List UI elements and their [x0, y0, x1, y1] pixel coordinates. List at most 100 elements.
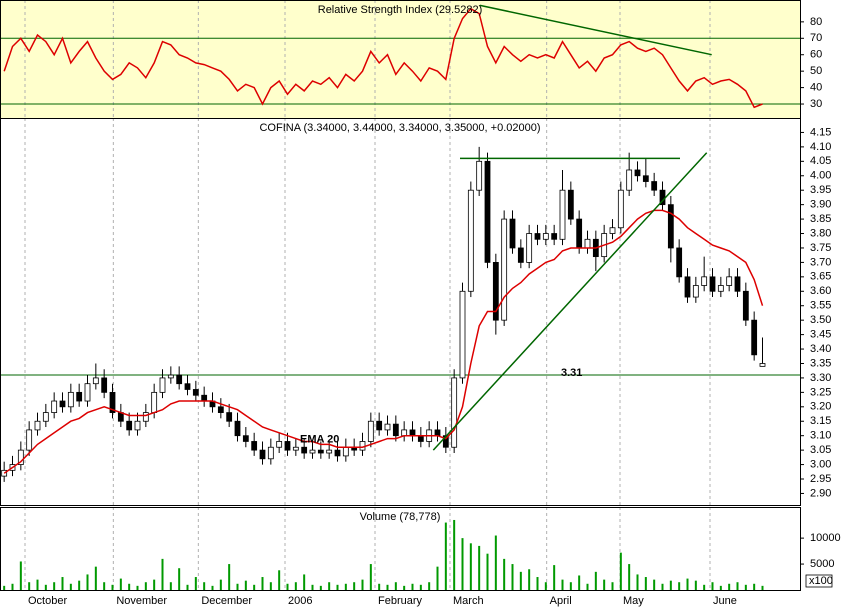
candle-body	[226, 412, 233, 422]
y-tick-label: 3.05	[810, 444, 831, 456]
volume-bar	[36, 579, 39, 590]
volume-bar	[361, 579, 364, 590]
candle-body	[217, 406, 224, 413]
candle-body	[451, 377, 458, 448]
unit-box	[805, 574, 833, 588]
volume-bar	[669, 580, 672, 590]
panel-title: Volume (78,778)	[360, 511, 441, 523]
volume-bar	[44, 584, 47, 590]
volume-bar	[428, 582, 431, 590]
candle-body	[201, 394, 208, 402]
candle-body	[509, 218, 516, 249]
y-tick-label: 3.35	[810, 357, 831, 369]
volume-bar	[603, 579, 606, 590]
volume-bar	[303, 574, 306, 590]
x-tick-label: May	[623, 595, 644, 607]
candle-body	[409, 429, 416, 437]
volume-bar	[103, 582, 106, 590]
volume-bar	[61, 577, 64, 590]
y-tick-label: 3.85	[810, 213, 831, 225]
candle-body	[609, 227, 616, 234]
candle-body	[517, 247, 524, 263]
y-tick-label: 3.80	[810, 227, 831, 239]
volume-bar	[628, 564, 631, 590]
trend-line	[432, 152, 708, 451]
candle-body	[567, 189, 574, 220]
volume-bar	[86, 574, 89, 590]
volume-bar	[686, 578, 689, 590]
y-tick-label: 30	[810, 98, 822, 110]
y-tick-label: 3.70	[810, 256, 831, 268]
volume-bar	[153, 579, 156, 590]
candle-body	[334, 449, 341, 457]
volume-bar	[761, 585, 764, 590]
candle-body	[67, 391, 74, 408]
candle-body	[551, 233, 558, 240]
volume-bar	[53, 582, 56, 590]
volume-bar	[78, 580, 81, 590]
candle-body	[542, 233, 549, 240]
y-tick-label: 40	[810, 82, 822, 94]
volume-bar	[311, 584, 314, 590]
y-tick-label: 60	[810, 49, 822, 61]
y-tick-label: 4.10	[810, 141, 831, 153]
candle-body	[59, 400, 66, 408]
volume-bar	[11, 583, 14, 590]
volume-bar	[403, 585, 406, 590]
y-tick-label: 4.00	[810, 170, 831, 182]
volume-bar	[19, 561, 22, 590]
candle-body	[401, 429, 408, 437]
y-tick-label: 50	[810, 65, 822, 77]
volume-bar	[444, 522, 447, 590]
candle-body	[701, 276, 708, 286]
panel-title: Relative Strength Index (29.5282)	[318, 4, 483, 16]
candle-body	[626, 169, 633, 191]
y-tick-label: 2.95	[810, 473, 831, 485]
candle-body	[534, 233, 541, 240]
x-tick-label: October	[28, 595, 67, 607]
candle-body	[159, 377, 166, 393]
candle-body	[184, 383, 191, 390]
candle-body	[1, 469, 8, 477]
volume-bar	[461, 538, 464, 590]
volume-bar	[228, 564, 231, 590]
volume-bar	[186, 584, 189, 590]
volume-bar	[503, 558, 506, 590]
x-tick-label: June	[713, 595, 737, 607]
x-tick-label: April	[550, 595, 572, 607]
y-tick-label: 4.05	[810, 155, 831, 167]
y-tick-label: 3.25	[810, 386, 831, 398]
candle-body	[259, 449, 266, 460]
volume-bar	[453, 519, 456, 590]
volume-bar	[253, 584, 256, 590]
candle-body	[501, 218, 508, 321]
y-tick-label: 4.15	[810, 126, 831, 138]
x-tick-label: November	[116, 595, 167, 607]
volume-bar	[744, 584, 747, 590]
y-tick-label: 3.30	[810, 372, 831, 384]
candle-body	[492, 262, 499, 321]
volume-bar	[478, 545, 481, 590]
volume-bar	[578, 575, 581, 590]
volume-bar	[703, 584, 706, 590]
volume-bar	[144, 582, 147, 590]
candle-body	[167, 374, 174, 379]
candle-body	[392, 423, 399, 437]
unit-label: x100	[809, 575, 833, 587]
volume-bar	[753, 583, 756, 590]
candle-body	[26, 429, 33, 451]
candle-body	[376, 420, 383, 431]
candle-body	[42, 412, 49, 422]
volume-bar	[519, 571, 522, 590]
panel-title: COFINA (3.34000, 3.44000, 3.34000, 3.350…	[259, 122, 540, 134]
candle-body	[359, 441, 366, 451]
volume-bar	[636, 574, 639, 590]
volume-bar	[94, 566, 97, 590]
candle-body	[342, 446, 349, 457]
candle-body	[367, 420, 374, 442]
volume-bar	[119, 578, 122, 590]
candle-body	[617, 189, 624, 229]
candle-body	[301, 446, 308, 454]
volume-bar	[261, 577, 264, 590]
